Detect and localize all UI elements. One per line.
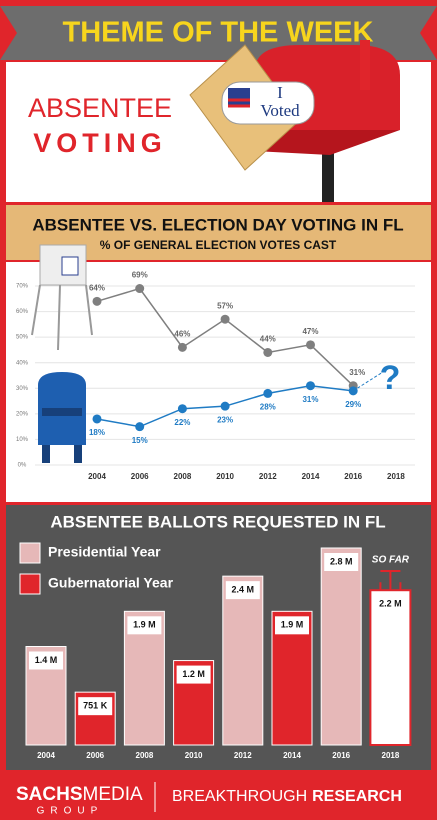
point — [177, 342, 187, 352]
hero-title: VOTING — [33, 128, 167, 158]
value-label: 1.9 M — [281, 620, 304, 630]
tagline-bold: RESEARCH — [312, 788, 402, 805]
value-label: 22% — [174, 418, 190, 427]
legend-swatch — [19, 542, 41, 564]
point — [135, 422, 145, 432]
value-label: 1.2 M — [182, 669, 205, 679]
point — [177, 404, 187, 414]
y-tick-label: 40% — [16, 360, 29, 366]
value-label-box — [127, 616, 162, 635]
value-label: 18% — [89, 428, 105, 437]
brand-bold: SACHS — [16, 784, 83, 805]
value-label: 57% — [217, 301, 233, 310]
value-label: 1.4 M — [35, 655, 58, 665]
banner-text: THEME OF THE WEEK — [63, 17, 374, 49]
value-label-box — [29, 651, 63, 670]
point — [306, 381, 315, 391]
x-tick-label: 2010 — [185, 751, 203, 760]
tagline: BREAKTHROUGH RESEARCH — [172, 788, 402, 805]
y-tick-label: 10% — [16, 437, 29, 443]
y-tick-label: 20% — [16, 411, 29, 417]
value-label: 15% — [132, 436, 148, 445]
point — [306, 340, 315, 350]
y-tick-label: 0% — [18, 463, 27, 469]
point — [263, 388, 273, 398]
bar — [320, 547, 362, 746]
value-label: 69% — [132, 271, 148, 280]
x-tick-label: 2006 — [131, 472, 149, 481]
brand-light: MEDIA — [83, 784, 144, 805]
annotation: SO FAR — [372, 555, 410, 566]
y-tick-label: 30% — [16, 386, 29, 392]
x-tick-label: 2012 — [259, 472, 277, 481]
bar-chart: Presidential Year Gubernatorial Year 1.4 M… — [19, 542, 412, 760]
point — [135, 284, 145, 294]
x-tick-label: 2014 — [302, 472, 320, 481]
bracket — [379, 570, 402, 591]
value-label: 2.2 M — [379, 599, 402, 609]
point — [92, 296, 102, 306]
legend-label: Gubernatorial Year — [48, 575, 174, 591]
sticker-text: I — [277, 83, 283, 102]
point — [92, 414, 102, 424]
blue-mailbox-icon — [38, 372, 86, 463]
line-chart: 0% 10% 20% 30% 40% 50% 60% 70% 2004 2006 2008 2010… — [16, 244, 415, 481]
value-label: 47% — [302, 327, 318, 336]
value-label-box — [373, 595, 408, 614]
legend-label: Presidential Year — [48, 544, 161, 560]
chart-title: ABSENTEE BALLOTS REQUESTED IN FL — [50, 512, 385, 531]
x-tick-label: 2010 — [216, 472, 234, 481]
bar — [222, 575, 264, 746]
point — [220, 314, 230, 324]
value-label: 31% — [302, 395, 318, 404]
y-tick-label: 70% — [16, 284, 29, 290]
value-label: 2.4 M — [232, 585, 255, 595]
projection-line — [352, 368, 389, 392]
chart-subtitle: % OF GENERAL ELECTION VOTES CAST — [100, 238, 337, 252]
value-label-box — [324, 553, 359, 571]
value-label: 751 K — [83, 701, 108, 711]
bar — [369, 589, 412, 747]
value-label: 28% — [260, 403, 276, 412]
x-tick-label: 2008 — [174, 472, 192, 481]
x-tick-label: 2004 — [37, 751, 55, 760]
point — [348, 386, 358, 396]
annotation: ? — [380, 359, 401, 397]
brand: SACHSMEDIA — [16, 784, 143, 805]
y-tick-label: 50% — [16, 335, 29, 341]
value-label: 2.8 M — [330, 556, 353, 566]
x-tick-label: 2004 — [88, 472, 106, 481]
voting-booth-icon — [31, 244, 93, 351]
x-tick-label: 2014 — [283, 751, 301, 760]
value-label: 23% — [217, 415, 233, 424]
value-label-box — [225, 581, 260, 600]
x-tick-label: 2016 — [332, 751, 350, 760]
value-label: 46% — [174, 329, 190, 338]
hero-title: ABSENTEE — [28, 93, 172, 123]
value-label-box — [275, 616, 309, 635]
x-tick-label: 2016 — [344, 472, 362, 481]
x-tick-label: 2006 — [86, 751, 104, 760]
y-tick-label: 60% — [16, 309, 29, 315]
legend-swatch — [19, 573, 41, 595]
value-label: 1.9 M — [133, 620, 156, 630]
point — [263, 347, 273, 357]
value-label-box — [78, 697, 113, 716]
value-label-box — [176, 665, 211, 684]
x-tick-label: 2018 — [387, 472, 405, 481]
brand-sub: GROUP — [37, 806, 104, 817]
x-tick-label: 2018 — [382, 751, 400, 760]
point — [220, 401, 230, 411]
x-tick-label: 2012 — [234, 751, 252, 760]
sticker-text: Voted — [260, 101, 300, 120]
tagline-light: BREAKTHROUGH — [172, 788, 307, 805]
chart-title: ABSENTEE VS. ELECTION DAY VOTING IN FL — [32, 215, 403, 234]
x-tick-label: 2008 — [136, 751, 154, 760]
value-label: 31% — [349, 368, 365, 377]
value-label: 29% — [345, 400, 361, 409]
value-label: 64% — [89, 283, 105, 292]
mailbox-illustration — [189, 40, 400, 202]
value-label: 44% — [260, 335, 276, 344]
